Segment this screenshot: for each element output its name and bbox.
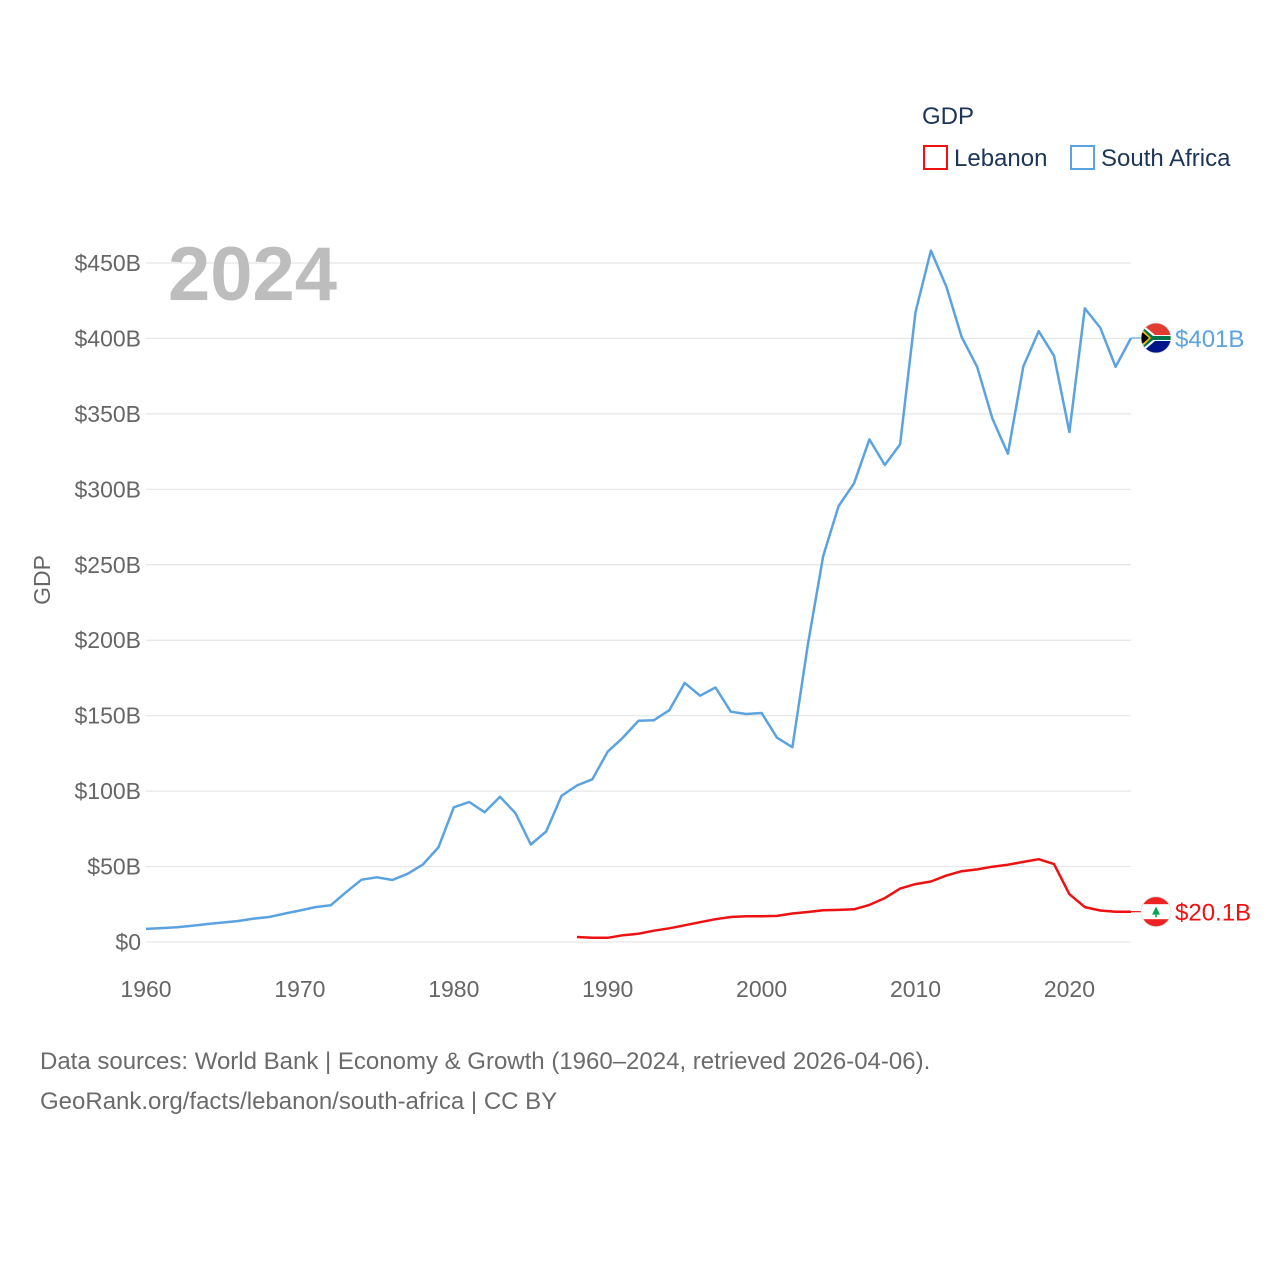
x-tick-label: 1990: [582, 976, 633, 1002]
y-axis-ticks: $0 $50B $100B $150B $200B $250B $300B $350B $400…: [74, 250, 141, 955]
south-africa-series-line: [145, 249, 1133, 931]
x-tick-label: 2010: [890, 976, 941, 1002]
x-tick-label: 2020: [1044, 976, 1095, 1002]
footer-sources: Data sources: World Bank | Economy & Gro…: [40, 1048, 931, 1075]
y-tick-label: $200B: [74, 627, 141, 653]
y-tick-label: $150B: [74, 703, 141, 729]
legend-label-south-africa[interactable]: South Africa: [1101, 145, 1231, 172]
y-tick-label: $450B: [74, 250, 141, 276]
y-tick-label: $300B: [74, 476, 141, 502]
y-tick-label: $0: [115, 929, 141, 955]
lebanon-series-line: [576, 857, 1131, 940]
legend-title: GDP: [922, 103, 974, 130]
footer-link[interactable]: GeoRank.org/facts/lebanon/south-africa |…: [40, 1088, 558, 1115]
y-tick-label: $400B: [74, 325, 141, 351]
legend-swatch-lebanon[interactable]: [923, 145, 948, 170]
series-layer: [145, 249, 1133, 940]
south-africa-end-value: $401B: [1175, 326, 1244, 353]
lebanon-flag-icon: [1140, 896, 1172, 928]
footer: Data sources: World Bank | Economy & Gro…: [40, 1042, 930, 1122]
x-tick-label: 1970: [274, 976, 325, 1002]
x-tick-label: 2000: [736, 976, 787, 1002]
end-labels: $20.1B $401B: [1131, 322, 1251, 928]
y-axis-label: GDP: [29, 555, 55, 605]
lebanon-end-value: $20.1B: [1175, 900, 1251, 927]
y-tick-label: $350B: [74, 401, 141, 427]
y-tick-label: $250B: [74, 552, 141, 578]
grid-lines: [146, 262, 1131, 943]
x-axis-ticks: 1960 1970 1980 1990 2000 2010 2020: [120, 976, 1095, 1002]
legend-swatch-south-africa[interactable]: [1070, 145, 1095, 170]
y-tick-label: $100B: [74, 778, 141, 804]
highlight-year: 2024: [168, 232, 337, 317]
legend-label-lebanon[interactable]: Lebanon: [954, 145, 1047, 172]
x-tick-label: 1960: [120, 976, 171, 1002]
x-tick-label: 1980: [428, 976, 479, 1002]
legend: GDP Lebanon South Africa: [922, 103, 1231, 172]
y-tick-label: $50B: [87, 854, 141, 880]
south-africa-flag-icon: [1140, 322, 1172, 354]
